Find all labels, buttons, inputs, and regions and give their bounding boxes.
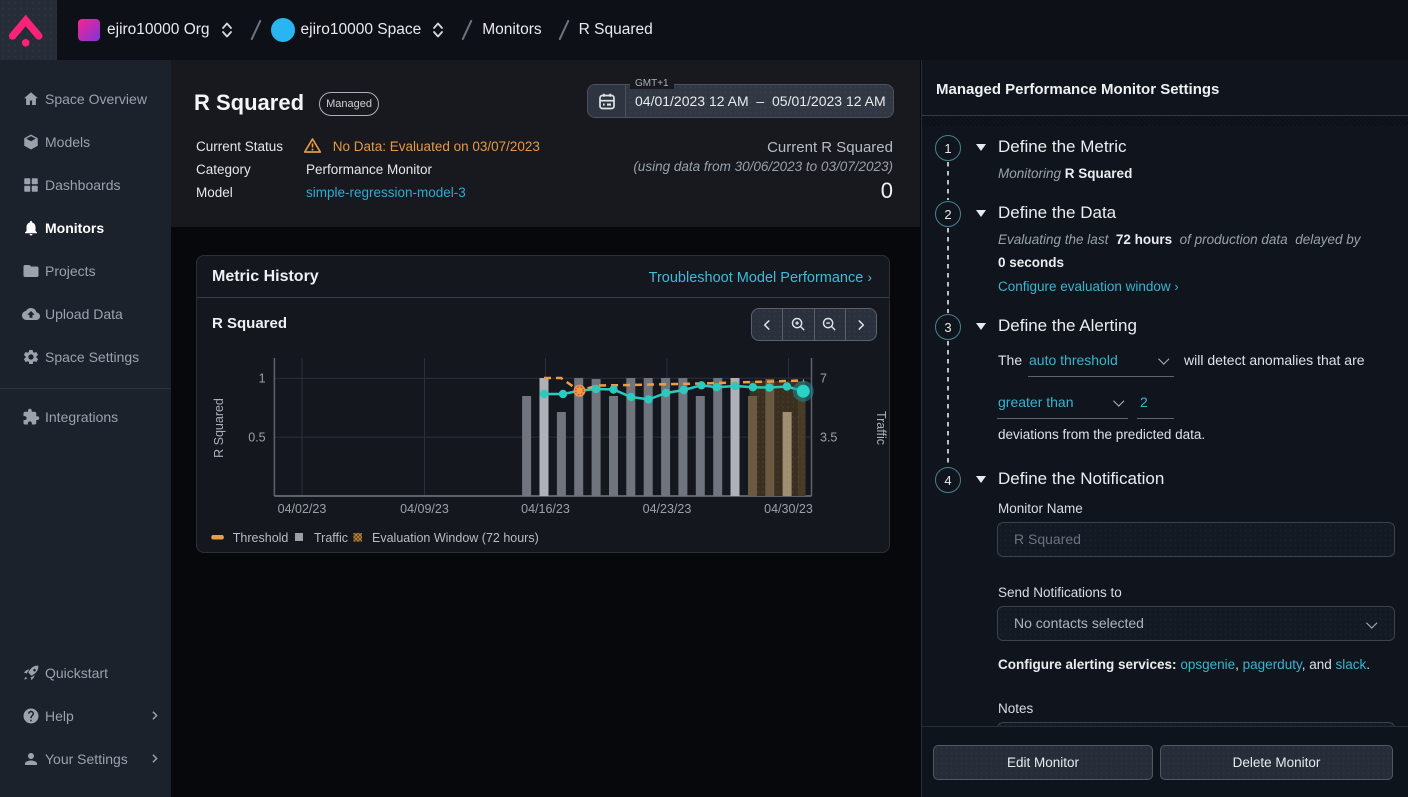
svg-text:1: 1 — [259, 372, 266, 386]
svg-text:04/23/23: 04/23/23 — [643, 502, 692, 516]
svg-text:7: 7 — [820, 372, 827, 386]
svg-text:Traffic: Traffic — [874, 411, 888, 445]
svg-text:R Squared: R Squared — [212, 398, 226, 458]
svg-text:04/09/23: 04/09/23 — [400, 502, 449, 516]
svg-text:Threshold: Threshold — [233, 531, 289, 545]
svg-text:Evaluation Window (72 hours): Evaluation Window (72 hours) — [372, 531, 539, 545]
svg-text:04/30/23: 04/30/23 — [764, 502, 813, 516]
svg-text:3.5: 3.5 — [820, 431, 837, 445]
svg-text:0.5: 0.5 — [248, 431, 265, 445]
svg-text:04/02/23: 04/02/23 — [278, 502, 327, 516]
svg-text:04/16/23: 04/16/23 — [521, 502, 570, 516]
svg-text:Traffic: Traffic — [314, 531, 348, 545]
